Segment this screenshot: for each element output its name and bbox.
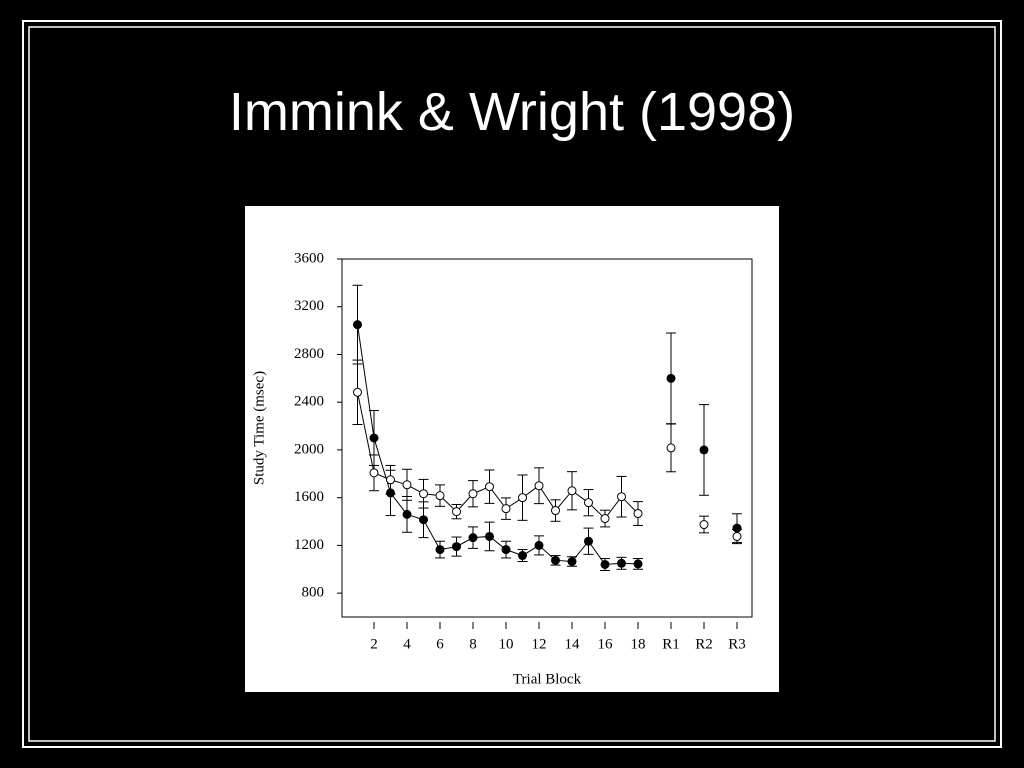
point	[584, 536, 593, 546]
x-tick-label: 16	[598, 636, 614, 652]
point	[551, 555, 560, 565]
point	[633, 509, 643, 519]
point	[699, 520, 709, 530]
point	[699, 445, 709, 455]
x-tick-label: 6	[436, 636, 444, 652]
point	[633, 559, 643, 569]
point	[551, 506, 560, 516]
point	[584, 498, 593, 508]
point	[353, 387, 362, 397]
x-tick-label: 8	[469, 636, 477, 652]
x-tick-label: R3	[728, 636, 746, 652]
frame-outer	[22, 20, 1002, 748]
x-tick-label: 18	[631, 636, 646, 652]
point	[501, 504, 511, 514]
point	[402, 480, 412, 490]
plot-frame	[341, 258, 753, 618]
point	[600, 559, 610, 569]
point	[600, 514, 610, 524]
point	[732, 531, 742, 541]
point	[567, 557, 577, 567]
y-axis-label: Study Time (msec)	[251, 371, 267, 485]
point	[666, 373, 676, 383]
y-tick-label: 2400	[294, 394, 324, 410]
point	[369, 468, 379, 478]
y-tick-label: 3600	[294, 250, 324, 266]
point	[732, 523, 742, 533]
point	[419, 489, 428, 499]
point	[617, 492, 626, 502]
point	[435, 491, 445, 501]
chart-panel	[245, 206, 779, 692]
x-tick-label: 4	[403, 636, 411, 652]
point	[369, 433, 379, 443]
y-tick-label: 3200	[294, 298, 324, 314]
point	[518, 551, 527, 561]
point	[419, 515, 428, 525]
x-tick-label: R1	[662, 636, 680, 652]
point	[501, 545, 511, 555]
x-tick-label: 2	[370, 636, 378, 652]
point	[468, 533, 478, 543]
point	[485, 482, 494, 492]
x-tick-label: 12	[532, 636, 547, 652]
point	[518, 493, 527, 503]
point	[435, 545, 445, 555]
point	[617, 558, 626, 568]
x-tick-label: 14	[565, 636, 581, 652]
point	[386, 488, 395, 498]
y-tick-label: 1200	[294, 537, 324, 553]
x-axis-label: Trial Block	[513, 671, 582, 687]
y-tick-label: 800	[302, 585, 325, 601]
point	[666, 443, 676, 453]
point	[386, 475, 395, 485]
point	[534, 540, 544, 550]
y-tick-label: 2000	[294, 441, 324, 457]
point	[468, 489, 478, 499]
x-tick-label: R2	[695, 636, 713, 652]
point	[353, 320, 362, 330]
point	[452, 507, 461, 517]
frame-inner	[28, 26, 996, 742]
y-tick-label: 2800	[294, 346, 324, 362]
x-tick-label: 10	[499, 636, 514, 652]
point	[402, 509, 412, 519]
point	[452, 542, 461, 552]
point	[485, 531, 494, 541]
y-tick-label: 1600	[294, 489, 324, 505]
point	[534, 481, 544, 491]
slide-title: Immink & Wright (1998)	[229, 82, 795, 142]
point	[567, 486, 577, 496]
